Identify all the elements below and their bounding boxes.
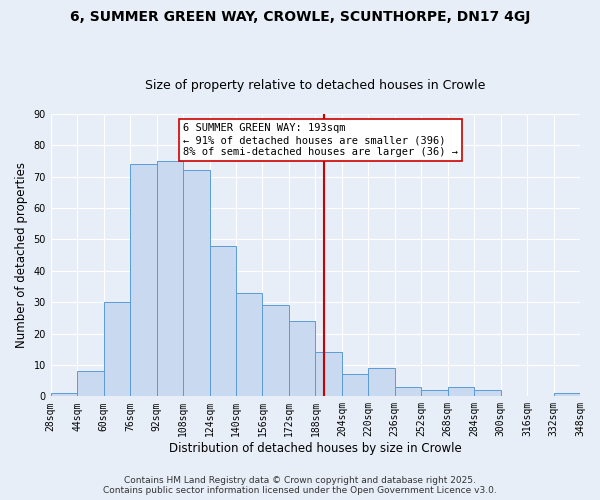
Bar	[368, 368, 395, 396]
Text: 6 SUMMER GREEN WAY: 193sqm
← 91% of detached houses are smaller (396)
8% of semi: 6 SUMMER GREEN WAY: 193sqm ← 91% of deta…	[183, 124, 458, 156]
Bar	[262, 306, 289, 396]
Bar	[77, 371, 104, 396]
Bar	[474, 390, 500, 396]
Bar	[395, 387, 421, 396]
Bar	[130, 164, 157, 396]
Bar	[51, 393, 77, 396]
Bar	[289, 321, 316, 396]
Bar	[236, 293, 262, 397]
Bar	[448, 387, 474, 396]
Bar	[209, 246, 236, 396]
X-axis label: Distribution of detached houses by size in Crowle: Distribution of detached houses by size …	[169, 442, 462, 455]
Title: Size of property relative to detached houses in Crowle: Size of property relative to detached ho…	[145, 79, 485, 92]
Bar	[316, 352, 342, 397]
Y-axis label: Number of detached properties: Number of detached properties	[15, 162, 28, 348]
Bar	[421, 390, 448, 396]
Text: 6, SUMMER GREEN WAY, CROWLE, SCUNTHORPE, DN17 4GJ: 6, SUMMER GREEN WAY, CROWLE, SCUNTHORPE,…	[70, 10, 530, 24]
Bar	[104, 302, 130, 396]
Bar	[342, 374, 368, 396]
Bar	[157, 161, 183, 396]
Bar	[554, 393, 580, 396]
Text: Contains HM Land Registry data © Crown copyright and database right 2025.
Contai: Contains HM Land Registry data © Crown c…	[103, 476, 497, 495]
Bar	[183, 170, 209, 396]
